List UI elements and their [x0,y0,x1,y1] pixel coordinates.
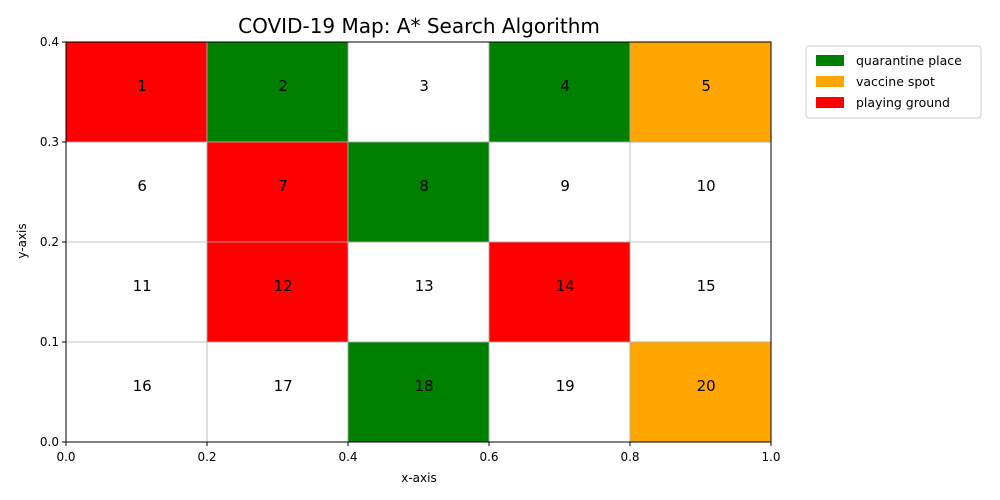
cell-14-playing-ground [488,241,631,343]
x-tick-label: 0.0 [56,450,75,464]
cell-18-quarantine-place [347,341,490,443]
cell-label-12: 12 [274,277,293,295]
cell-label-14: 14 [556,277,575,295]
x-tick-label: 0.2 [197,450,216,464]
cell-label-16: 16 [133,377,152,395]
cell-label-2: 2 [278,77,288,95]
legend-label-playing-ground: playing ground [856,95,950,110]
cell-8-quarantine-place [347,141,490,243]
cell-4-quarantine-place [488,41,631,143]
cell-label-20: 20 [697,377,716,395]
y-tick-label: 0.4 [40,35,59,49]
y-tick-label: 0.3 [40,135,59,149]
cell-5-vaccine-spot [629,41,772,143]
cell-label-11: 11 [133,277,152,295]
cell-1-playing-ground [65,41,208,143]
y-tick-label: 0.1 [40,335,59,349]
legend-label-quarantine-place: quarantine place [856,53,962,68]
cell-label-5: 5 [701,77,711,95]
cell-7-playing-ground [206,141,349,243]
cell-label-10: 10 [697,177,716,195]
cell-label-13: 13 [415,277,434,295]
cell-label-19: 19 [556,377,575,395]
cell-20-vaccine-spot [629,341,772,443]
cell-label-17: 17 [274,377,293,395]
legend-swatch-playing-ground [816,97,844,108]
cell-label-15: 15 [697,277,716,295]
cell-label-6: 6 [137,177,147,195]
legend: quarantine place vaccine spot playing grou… [805,45,982,119]
legend-swatch-quarantine-place [816,55,844,66]
legend-label-vaccine-spot: vaccine spot [856,74,935,89]
cell-label-3: 3 [419,77,429,95]
cell-label-18: 18 [415,377,434,395]
x-tick-label: 0.4 [338,450,357,464]
cell-label-8: 8 [419,177,429,195]
chart-title: COVID-19 Map: A* Search Algorithm [238,14,600,38]
y-axis-label: y-axis [15,223,29,258]
legend-swatch-vaccine-spot [816,76,844,87]
y-tick-label: 0.2 [40,235,59,249]
x-tick-label: 0.8 [620,450,639,464]
y-tick-label: 0.0 [40,435,59,449]
cell-label-9: 9 [560,177,570,195]
x-tick-label: 0.6 [479,450,498,464]
cell-12-playing-ground [206,241,349,343]
x-axis-label: x-axis [401,471,436,485]
cell-label-7: 7 [278,177,288,195]
cell-2-quarantine-place [206,41,349,143]
cell-label-1: 1 [137,77,147,95]
x-tick-label: 1.0 [761,450,780,464]
legend-box [805,45,982,119]
cell-label-4: 4 [560,77,570,95]
